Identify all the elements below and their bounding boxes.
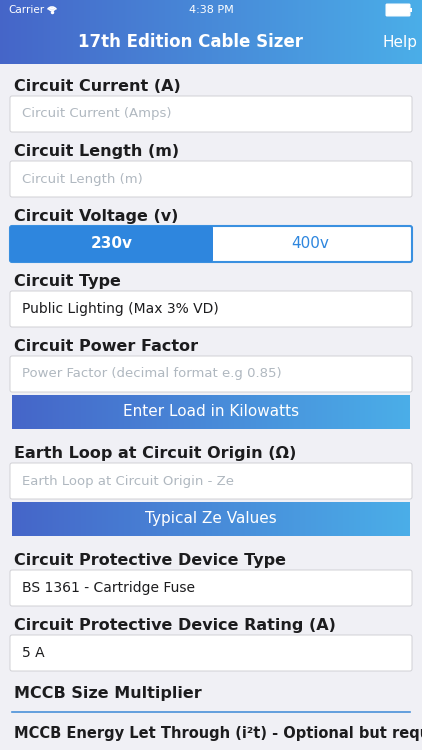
Text: Enter Load in Kilowatts: Enter Load in Kilowatts xyxy=(123,404,299,419)
Text: Help: Help xyxy=(382,34,417,50)
Text: MCCB Size Multiplier: MCCB Size Multiplier xyxy=(14,686,202,701)
Text: Typical Ze Values: Typical Ze Values xyxy=(145,512,277,526)
Text: Circuit Current (A): Circuit Current (A) xyxy=(14,79,181,94)
Text: 4:38 PM: 4:38 PM xyxy=(189,5,233,15)
Text: 230v: 230v xyxy=(90,236,133,251)
Text: Circuit Current (Amps): Circuit Current (Amps) xyxy=(22,107,171,121)
FancyBboxPatch shape xyxy=(10,463,412,499)
FancyBboxPatch shape xyxy=(10,356,412,392)
FancyBboxPatch shape xyxy=(10,226,213,262)
Text: 400v: 400v xyxy=(292,236,330,251)
FancyBboxPatch shape xyxy=(10,635,412,671)
Text: Carrier: Carrier xyxy=(8,5,44,15)
Text: Power Factor (decimal format e.g 0.85): Power Factor (decimal format e.g 0.85) xyxy=(22,368,281,380)
Text: Earth Loop at Circuit Origin - Ze: Earth Loop at Circuit Origin - Ze xyxy=(22,475,234,488)
Text: Circuit Type: Circuit Type xyxy=(14,274,121,289)
Text: Public Lighting (Max 3% VD): Public Lighting (Max 3% VD) xyxy=(22,302,219,316)
Text: MCCB Energy Let Through (i²t) - Optional but required: MCCB Energy Let Through (i²t) - Optional… xyxy=(14,726,422,741)
Text: 5 A: 5 A xyxy=(22,646,45,660)
Text: Circuit Length (m): Circuit Length (m) xyxy=(22,172,143,185)
Text: Circuit Power Factor: Circuit Power Factor xyxy=(14,339,198,354)
Text: Earth Loop at Circuit Origin (Ω): Earth Loop at Circuit Origin (Ω) xyxy=(14,446,296,461)
FancyBboxPatch shape xyxy=(10,570,412,606)
Text: Circuit Length (m): Circuit Length (m) xyxy=(14,144,179,159)
Bar xyxy=(409,8,411,12)
FancyBboxPatch shape xyxy=(10,291,412,327)
Text: Circuit Voltage (v): Circuit Voltage (v) xyxy=(14,209,179,224)
Text: Circuit Protective Device Type: Circuit Protective Device Type xyxy=(14,553,286,568)
Text: 17th Edition Cable Sizer: 17th Edition Cable Sizer xyxy=(78,33,303,51)
Text: Circuit Protective Device Rating (A): Circuit Protective Device Rating (A) xyxy=(14,618,336,633)
Text: BS 1361 - Cartridge Fuse: BS 1361 - Cartridge Fuse xyxy=(22,581,195,595)
FancyBboxPatch shape xyxy=(10,226,412,262)
FancyBboxPatch shape xyxy=(10,96,412,132)
FancyBboxPatch shape xyxy=(10,161,412,197)
FancyBboxPatch shape xyxy=(386,4,410,16)
